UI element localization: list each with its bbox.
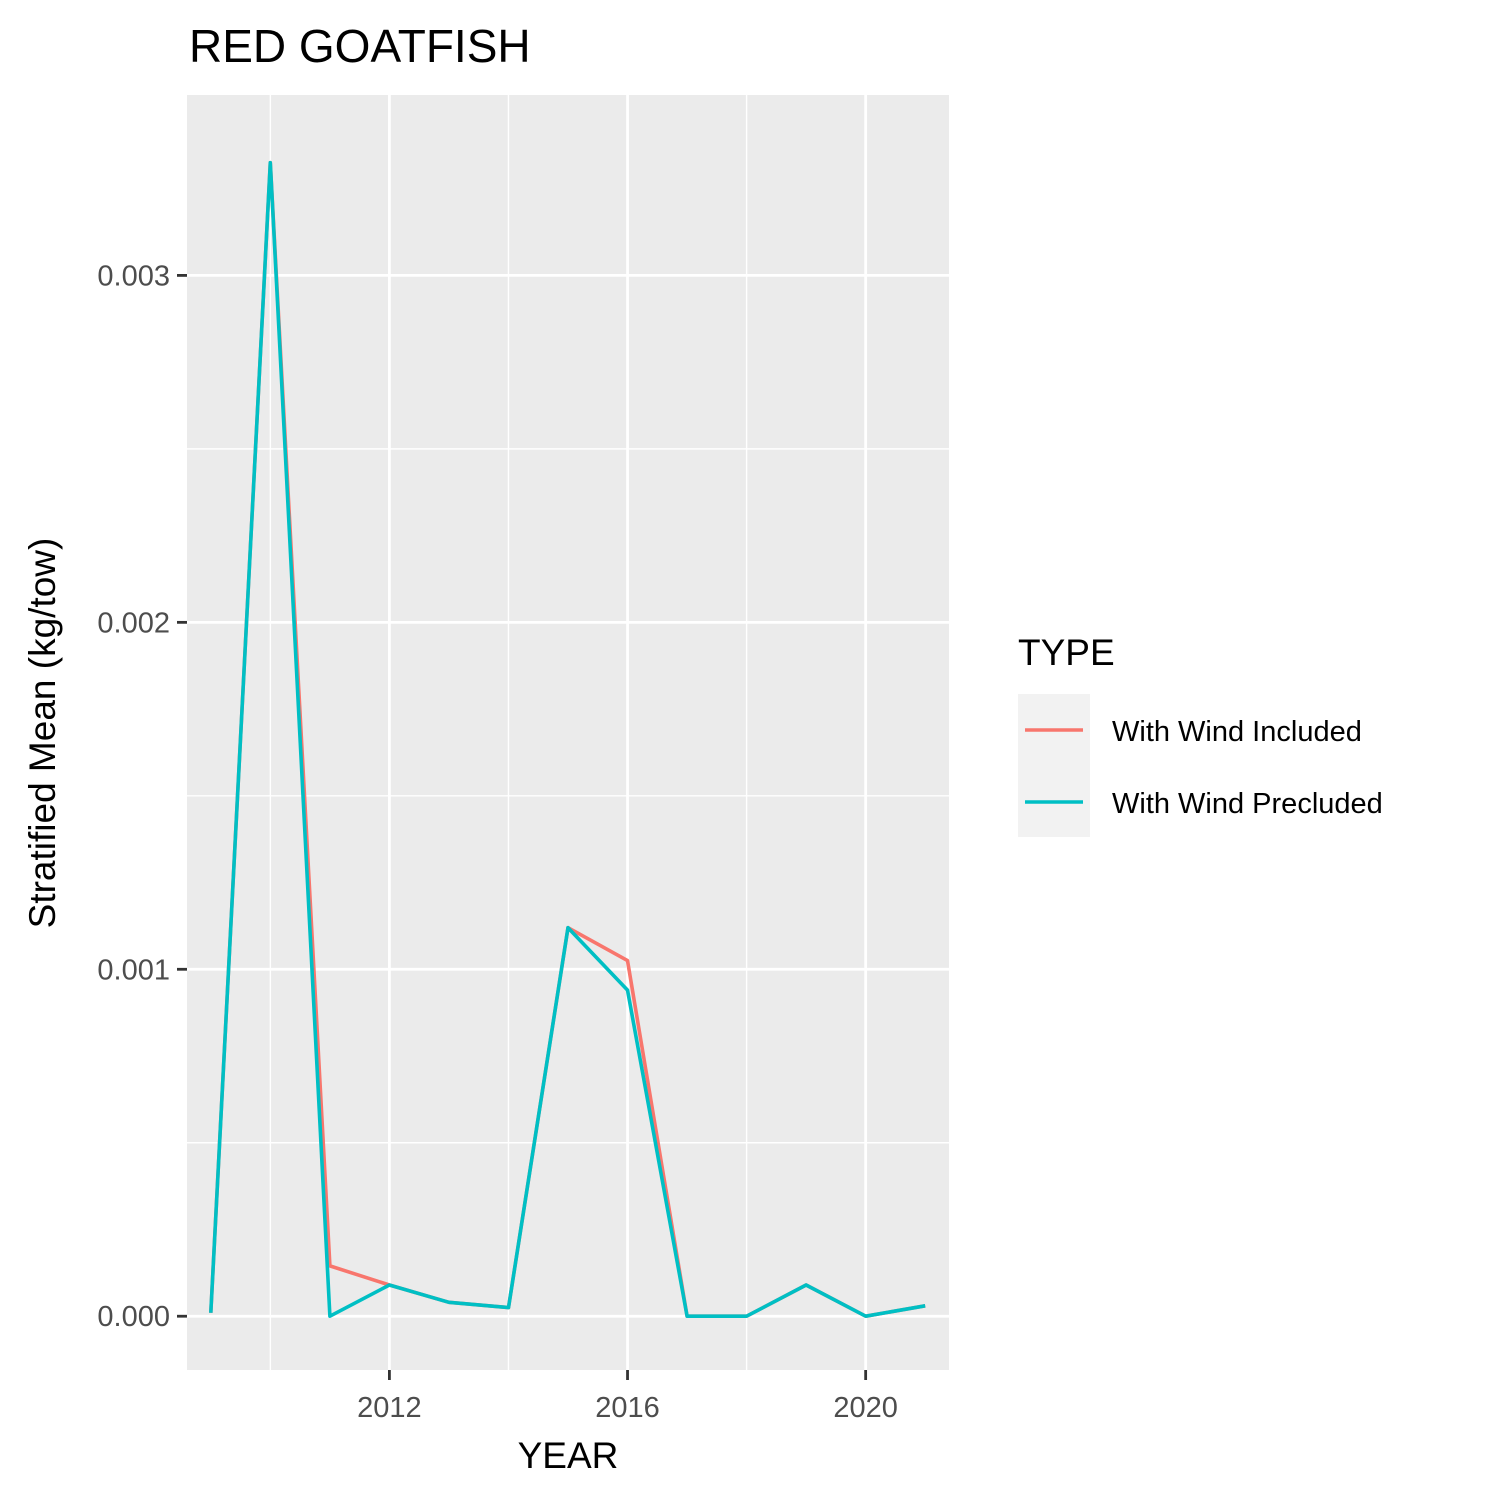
legend-label: With Wind Precluded (1112, 788, 1383, 820)
series-line (209, 160, 926, 1318)
x-axis-title: YEAR (518, 1435, 619, 1476)
x-tick-label: 2020 (833, 1392, 898, 1424)
x-tick-label: 2012 (357, 1392, 422, 1424)
series-lines (209, 160, 926, 1318)
plot-panel (187, 95, 949, 1370)
legend-title: TYPE (1018, 632, 1115, 673)
legend-keys-background (1018, 694, 1090, 837)
y-tick-label: 0.003 (97, 260, 170, 292)
x-tick-label: 2016 (595, 1392, 660, 1424)
y-tick-label: 0.000 (97, 1301, 170, 1333)
y-axis-title: Stratified Mean (kg/tow) (22, 538, 63, 929)
legend-label: With Wind Included (1112, 716, 1362, 748)
y-axis: 0.000 0.001 0.002 0.003 (97, 260, 187, 1333)
y-tick-label: 0.002 (97, 607, 170, 639)
legend: TYPE With Wind Included With Wind Preclud… (1018, 632, 1383, 837)
y-tick-label: 0.001 (97, 954, 170, 986)
grid-minor (187, 95, 949, 1370)
x-axis: 2012 2016 2020 (357, 1370, 898, 1424)
chart-title: RED GOATFISH (189, 20, 531, 72)
